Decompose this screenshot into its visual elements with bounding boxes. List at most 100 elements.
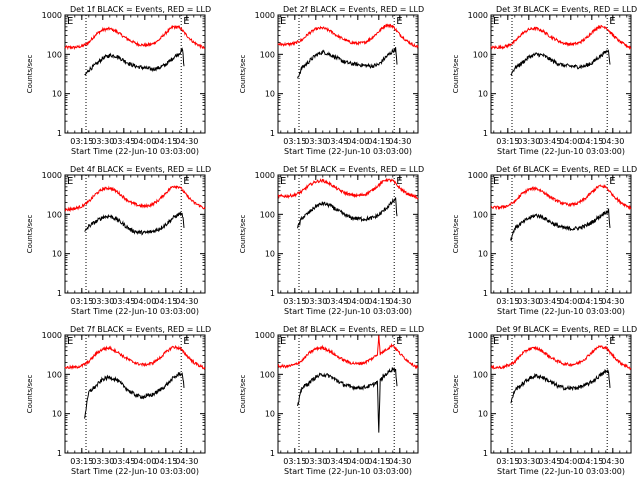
panel-title: Det 7f BLACK = Events, RED = LLD [70, 325, 211, 334]
y-axis-label: Counts/sec [239, 55, 247, 94]
x-tick-label: 03:15 [496, 137, 519, 146]
plot-frame [64, 334, 206, 454]
e-marker: E [493, 16, 499, 27]
lld-trace [64, 24, 206, 51]
y-tick-label: 1 [270, 129, 275, 138]
e-marker: E [493, 336, 499, 347]
x-tick-label: 04:30 [601, 457, 624, 466]
y-tick-label: 10 [478, 410, 488, 419]
x-tick-label: 03:15 [70, 297, 93, 306]
e-marker: E [183, 16, 189, 27]
x-tick-label: 04:15 [154, 457, 177, 466]
y-axis-label: Counts/sec [452, 55, 460, 94]
panel-title: Det 3f BLACK = Events, RED = LLD [496, 5, 637, 14]
y-axis-label: Counts/sec [26, 375, 34, 414]
detector-panel: Det 5f BLACK = Events, RED = LLD 1 10 100 10… [239, 165, 424, 316]
x-tick-label: 04:30 [601, 137, 624, 146]
y-tick-label: 10 [52, 410, 62, 419]
y-axis-label: Counts/sec [26, 55, 34, 94]
y-tick-label: 10 [478, 90, 488, 99]
x-tick-label: 04:15 [367, 457, 390, 466]
y-tick-label: 1 [57, 449, 62, 458]
x-tick-label: 04:30 [175, 297, 198, 306]
x-tick-label: 04:00 [346, 457, 369, 466]
plot-frame [277, 174, 419, 294]
x-tick-label: 03:45 [325, 297, 348, 306]
x-tick-label: 03:15 [70, 137, 93, 146]
e-marker: E [280, 176, 286, 187]
x-tick-label: 03:45 [112, 297, 135, 306]
x-tick-label: 04:00 [133, 297, 156, 306]
panel-title: Det 2f BLACK = Events, RED = LLD [283, 5, 424, 14]
detector-panel: Det 3f BLACK = Events, RED = LLD 1 10 100 10… [452, 5, 637, 156]
x-axis-label: Start Time (22-Jun-10 03:03:00) [284, 467, 412, 476]
e-marker: E [280, 16, 286, 27]
y-tick-label: 100 [47, 370, 62, 379]
events-trace [297, 367, 398, 433]
x-axis-label: Start Time (22-Jun-10 03:03:00) [497, 467, 625, 476]
x-tick-label: 04:15 [154, 137, 177, 146]
y-axis-label: Counts/sec [239, 375, 247, 414]
x-tick-label: 03:15 [70, 457, 93, 466]
y-tick-label: 1000 [42, 171, 62, 180]
lld-trace [277, 335, 419, 370]
panel-title: Det 9f BLACK = Events, RED = LLD [496, 325, 637, 334]
x-tick-label: 03:45 [538, 457, 561, 466]
x-tick-label: 04:15 [580, 297, 603, 306]
detector-panel: Det 1f BLACK = Events, RED = LLD 1 10 100 10… [26, 5, 211, 156]
y-tick-label: 100 [473, 210, 488, 219]
y-tick-label: 100 [260, 50, 275, 59]
x-tick-label: 04:30 [175, 137, 198, 146]
events-trace [510, 49, 611, 77]
x-tick-label: 04:30 [388, 457, 411, 466]
e-marker: E [396, 176, 402, 187]
y-tick-label: 1000 [468, 171, 488, 180]
y-tick-label: 100 [260, 210, 275, 219]
plot-frame [277, 334, 419, 454]
x-tick-label: 04:15 [367, 137, 390, 146]
y-tick-label: 1 [270, 449, 275, 458]
panel-title: Det 4f BLACK = Events, RED = LLD [70, 165, 211, 174]
y-axis-label: Counts/sec [239, 215, 247, 254]
x-tick-label: 03:45 [325, 457, 348, 466]
plot-frame [490, 14, 632, 134]
e-marker: E [67, 176, 73, 187]
x-tick-label: 03:30 [304, 137, 327, 146]
x-tick-label: 04:30 [388, 297, 411, 306]
x-tick-label: 04:30 [175, 457, 198, 466]
x-tick-label: 03:45 [112, 457, 135, 466]
y-tick-label: 1 [483, 449, 488, 458]
lld-trace [277, 178, 419, 200]
events-trace [84, 211, 185, 236]
plot-frame [490, 174, 632, 294]
lld-trace [277, 23, 419, 49]
x-tick-label: 04:15 [367, 297, 390, 306]
x-axis-label: Start Time (22-Jun-10 03:03:00) [497, 307, 625, 316]
e-marker: E [183, 176, 189, 187]
y-tick-label: 100 [473, 370, 488, 379]
panel-title: Det 5f BLACK = Events, RED = LLD [283, 165, 424, 174]
e-marker: E [67, 336, 73, 347]
y-tick-label: 1000 [42, 331, 62, 340]
y-tick-label: 1 [57, 289, 62, 298]
e-marker: E [67, 16, 73, 27]
events-trace [297, 197, 398, 229]
panel-title: Det 8f BLACK = Events, RED = LLD [283, 325, 424, 334]
events-trace [297, 47, 398, 79]
y-tick-label: 1000 [255, 331, 275, 340]
events-trace [510, 368, 611, 404]
events-trace [510, 207, 611, 242]
detector-panel: Det 8f BLACK = Events, RED = LLD 1 10 100 10… [239, 325, 424, 476]
y-tick-label: 1 [270, 289, 275, 298]
x-axis-label: Start Time (22-Jun-10 03:03:00) [284, 147, 412, 156]
y-tick-label: 100 [473, 50, 488, 59]
y-tick-label: 1000 [468, 331, 488, 340]
y-axis-label: Counts/sec [26, 215, 34, 254]
x-tick-label: 03:30 [91, 137, 114, 146]
e-marker: E [396, 336, 402, 347]
panel-title: Det 6f BLACK = Events, RED = LLD [496, 165, 637, 174]
x-tick-label: 04:15 [580, 137, 603, 146]
x-tick-label: 03:15 [283, 297, 306, 306]
detector-panel: Det 9f BLACK = Events, RED = LLD 1 10 100 10… [452, 325, 637, 476]
